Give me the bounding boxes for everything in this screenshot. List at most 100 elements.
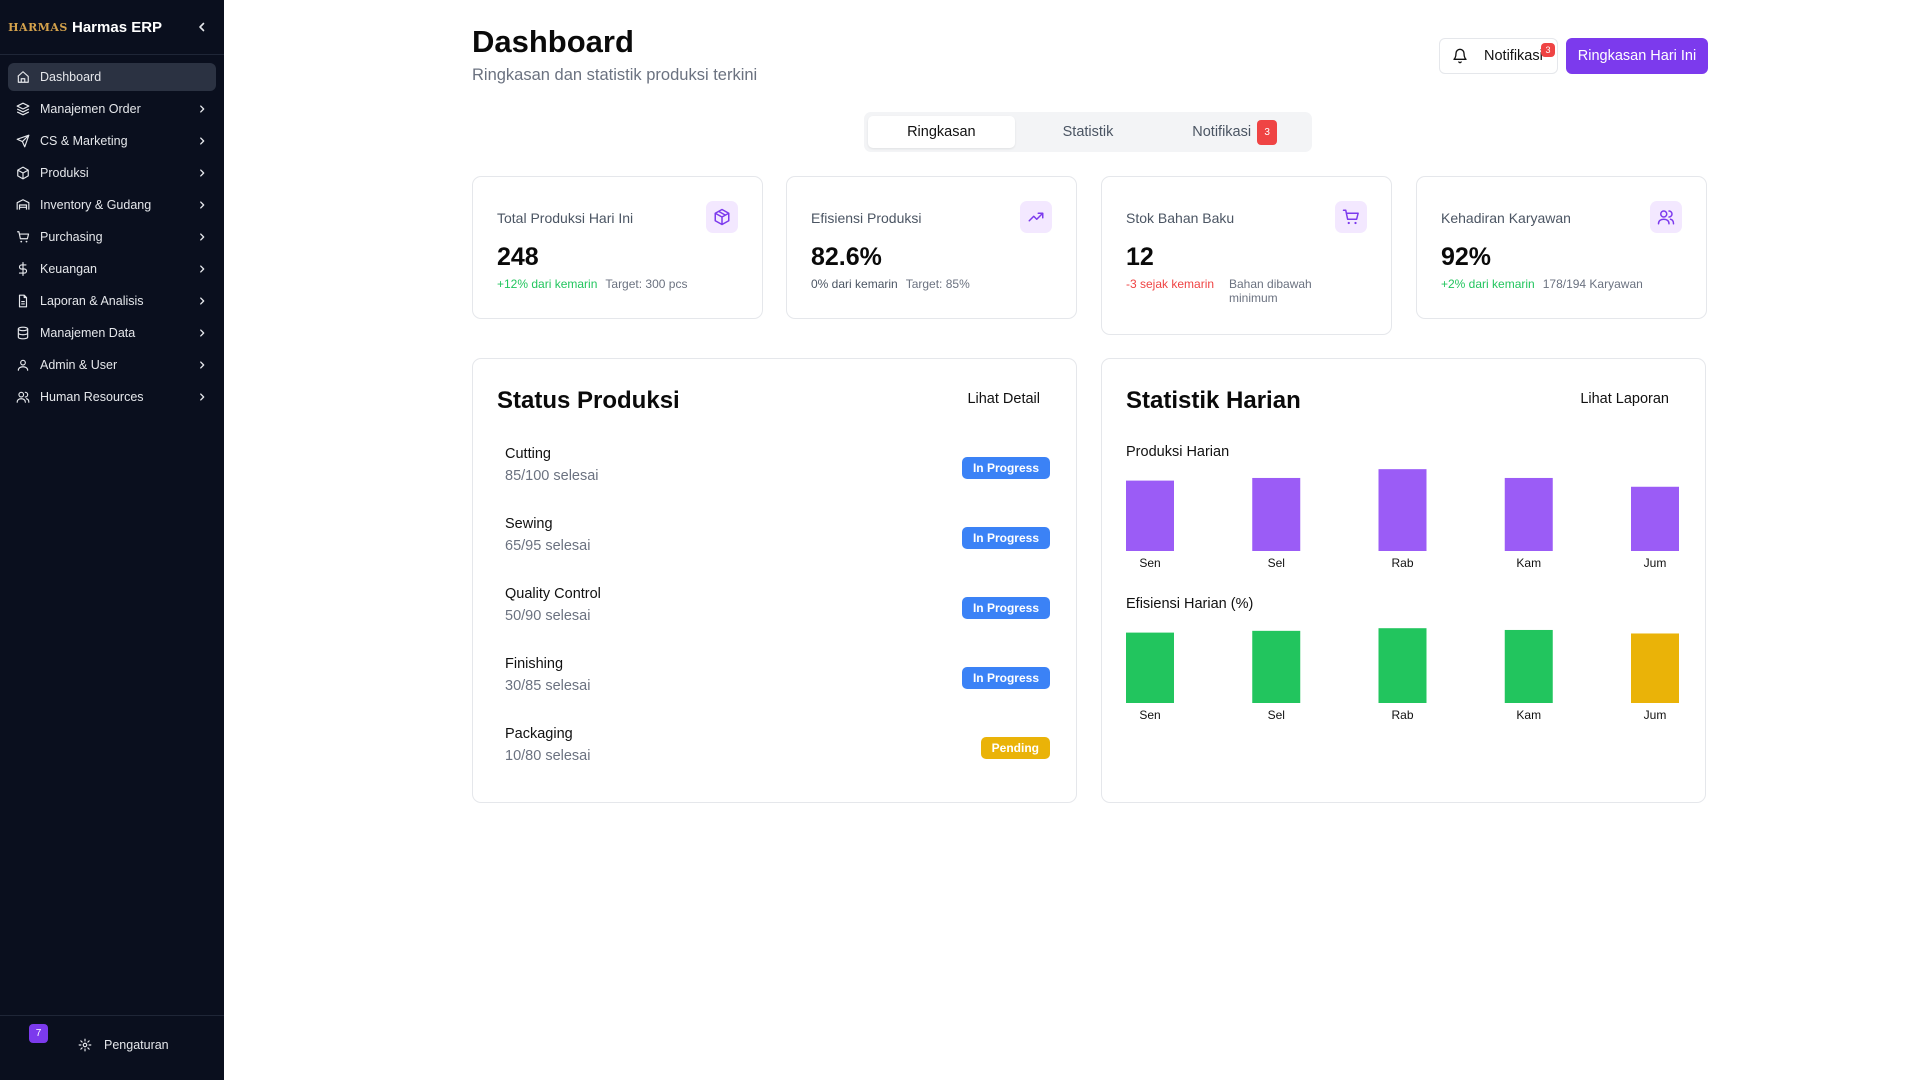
chart-tick-label: Sel [1268, 556, 1285, 570]
status-row: Finishing 30/85 selesai In Progress [505, 656, 1050, 726]
box-icon [706, 201, 738, 233]
tab-notifikasi[interactable]: Notifikasi 3 [1161, 116, 1308, 148]
cart-icon [1335, 201, 1367, 233]
collapse-sidebar-button[interactable] [192, 17, 212, 37]
stat-note: Target: 300 pcs [605, 277, 688, 291]
view-detail-button[interactable]: Lihat Detail [967, 391, 1040, 407]
stat-value: 92% [1441, 243, 1492, 271]
chart-bar [1504, 477, 1553, 551]
bar-chart-svg: Sen Sel Rab Kam Jum [1126, 469, 1679, 570]
chart-tick-label: Rab [1391, 556, 1413, 570]
sidebar-item-cs-marketing[interactable]: CS & Marketing [8, 127, 216, 155]
stat-title: Kehadiran Karyawan [1441, 210, 1571, 226]
page-title: Dashboard [472, 24, 634, 59]
notifications-count-badge: 3 [1541, 43, 1555, 57]
sidebar-item-label: Manajemen Order [40, 102, 141, 116]
panel-title: Statistik Harian [1126, 387, 1301, 414]
stat-title: Stok Bahan Baku [1126, 210, 1235, 226]
chart-tick-label: Rab [1391, 708, 1413, 722]
status-badge: In Progress [961, 667, 1050, 689]
chart-tick-label: Sel [1268, 708, 1285, 722]
chart-tick-label: Kam [1516, 708, 1541, 722]
sidebar-item-label: Keuangan [40, 262, 98, 276]
view-report-button[interactable]: Lihat Laporan [1580, 391, 1669, 407]
status-stage-name: Sewing [505, 516, 553, 532]
stat-value: 248 [497, 243, 539, 271]
cart-icon [16, 230, 30, 244]
users-icon [1650, 201, 1682, 233]
stat-value: 12 [1126, 243, 1154, 271]
sidebar-item-admin-user[interactable]: Admin & User [8, 351, 216, 379]
stat-title: Total Produksi Hari Ini [497, 210, 634, 226]
sidebar-item-keuangan[interactable]: Keuangan [8, 255, 216, 283]
stat-meta: 0% dari kemarin Target: 85% [811, 277, 970, 291]
sidebar-item-inventory-gudang[interactable]: Inventory & Gudang [8, 191, 216, 219]
tab-statistik[interactable]: Statistik [1015, 116, 1162, 148]
chevron-right-icon [196, 167, 208, 179]
sidebar-item-label: Laporan & Analisis [40, 294, 144, 308]
sidebar-item-label: Purchasing [40, 230, 103, 244]
today-summary-button[interactable]: Ringkasan Hari Ini [1566, 38, 1708, 74]
notifications-label: Notifikasi [1484, 48, 1543, 64]
sidebar-item-laporan-analisis[interactable]: Laporan & Analisis [8, 287, 216, 315]
tab-label: Ringkasan [907, 124, 976, 140]
stat-note: Target: 85% [905, 277, 970, 291]
stat-card-stok-bahan: Stok Bahan Baku 12 -3 sejak kemarin Baha… [1101, 176, 1392, 335]
sidebar-footer: 7 Pengaturan [0, 1015, 224, 1080]
chart-tick-label: Sen [1139, 708, 1160, 722]
sidebar-item-dashboard[interactable]: Dashboard [8, 63, 216, 91]
chart-tick-label: Jum [1644, 556, 1667, 570]
tab-ringkasan[interactable]: Ringkasan [868, 116, 1015, 148]
sidebar-item-label: Admin & User [40, 358, 118, 372]
chevron-right-icon [196, 263, 208, 275]
status-badge: In Progress [961, 597, 1050, 619]
page-subtitle: Ringkasan dan statistik produksi terkini [472, 66, 758, 84]
chevron-right-icon [196, 103, 208, 115]
sidebar-item-label: Dashboard [40, 70, 102, 84]
settings-button[interactable]: Pengaturan [78, 1038, 169, 1052]
status-row: Cutting 85/100 selesai In Progress [505, 446, 1050, 516]
chevron-right-icon [196, 391, 208, 403]
notifications-button[interactable]: Notifikasi 3 [1439, 38, 1558, 74]
chart-bar [1631, 486, 1679, 551]
production-chart: Sen Sel Rab Kam Jum [1126, 459, 1679, 579]
sidebar-item-label: Inventory & Gudang [40, 198, 152, 212]
layers-icon [16, 102, 30, 116]
brand-logo: HARMAS [8, 20, 68, 34]
stat-meta: -3 sejak kemarin Bahan dibawah minimum [1126, 277, 1329, 305]
chevron-right-icon [196, 135, 208, 147]
sidebar-item-label: Human Resources [40, 390, 144, 404]
stat-change: +12% dari kemarin [497, 277, 598, 291]
send-icon [16, 134, 30, 148]
settings-label: Pengaturan [104, 1038, 169, 1052]
stat-card-efisiensi: Efisiensi Produksi 82.6% 0% dari kemarin… [786, 176, 1077, 319]
sidebar-item-purchasing[interactable]: Purchasing [8, 223, 216, 251]
status-badge: In Progress [961, 527, 1050, 549]
status-stage-name: Packaging [505, 726, 573, 742]
chevron-right-icon [196, 295, 208, 307]
statistik-harian-panel: Statistik Harian Lihat Laporan Produksi … [1101, 358, 1706, 803]
dashboard-tabs: Ringkasan Statistik Notifikasi 3 [864, 112, 1312, 152]
stat-meta: +2% dari kemarin 178/194 Karyawan [1441, 277, 1643, 291]
sidebar-divider [0, 54, 224, 55]
warehouse-icon [16, 198, 30, 212]
status-list: Cutting 85/100 selesai In Progress Sewing 65… [505, 446, 1050, 796]
stat-meta: +12% dari kemarin Target: 300 pcs [497, 277, 687, 291]
status-row: Packaging 10/80 selesai Pending [505, 726, 1050, 796]
chevron-right-icon [196, 199, 208, 211]
sidebar-item-produksi[interactable]: Produksi [8, 159, 216, 187]
main-content: Dashboard Ringkasan dan statistik produk… [224, 0, 1920, 1080]
chart-tick-label: Sen [1139, 556, 1160, 570]
home-icon [16, 70, 30, 84]
chart-bar [1378, 628, 1427, 703]
sidebar-item-human-resources[interactable]: Human Resources [8, 383, 216, 411]
chevron-right-icon [196, 327, 208, 339]
sidebar-item-manajemen-order[interactable]: Manajemen Order [8, 95, 216, 123]
version-badge: 7 [29, 1024, 48, 1043]
chart-bar [1631, 633, 1679, 703]
sidebar-item-manajemen-data[interactable]: Manajemen Data [8, 319, 216, 347]
panel-title: Status Produksi [497, 387, 680, 414]
status-stage-name: Finishing [505, 656, 564, 672]
file-icon [16, 294, 30, 308]
status-stage-name: Quality Control [505, 586, 601, 602]
